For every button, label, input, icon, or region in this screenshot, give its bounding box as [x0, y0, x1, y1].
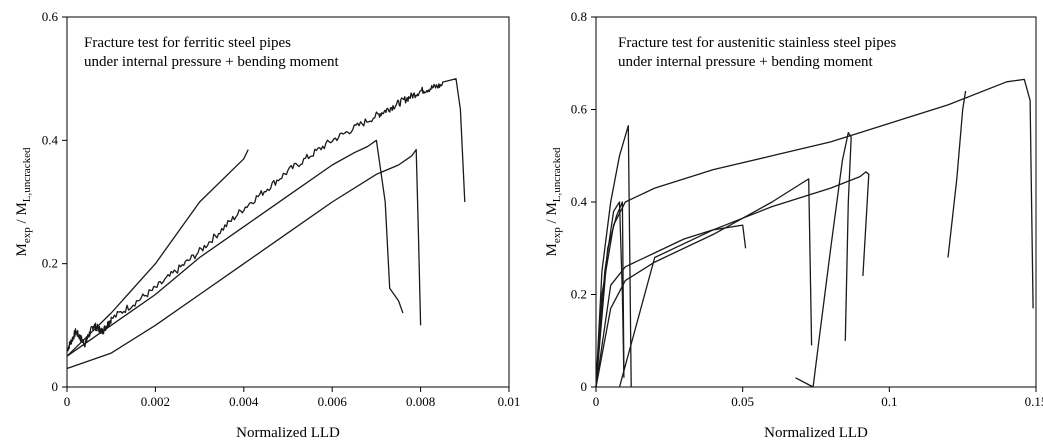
chart-title-line-1: Fracture test for ferritic steel pipes: [84, 35, 291, 51]
x-tick-label: 0.006: [318, 394, 348, 409]
series-line-8: [795, 131, 852, 388]
plot-frame: [595, 16, 1037, 388]
plot-frame: [66, 16, 510, 388]
x-tick-label: 0: [64, 394, 71, 409]
x-tick-label: 0.05: [731, 394, 754, 409]
y-axis-label-sub2: L,uncracked: [21, 147, 33, 202]
series-line-3: [66, 139, 404, 357]
chart-left: 0 0.002 0.004 0.006 0.008 0.01 0 0.2 0.4 0.6 Frac…: [14, 9, 520, 441]
x-axis-label: Normalized LLD: [764, 425, 868, 441]
chart-right: 0 0.05 0.1 0.15 0 0.2 0.4 0.6 0.8 Fracture test …: [544, 9, 1043, 441]
series-line-4: [66, 148, 422, 370]
series-line-2: [595, 78, 1034, 388]
chart-title-line-2: under internal pressure + bending moment: [84, 54, 339, 70]
series-line-7: [618, 171, 870, 388]
y-tick-label: 0.6: [42, 9, 59, 24]
y-axis-label-sub1: exp: [551, 227, 563, 243]
y-axis-label: Mexp / ML,uncracked: [14, 147, 33, 256]
chart-title-line-1: Fracture test for austenitic stainless s…: [618, 35, 896, 51]
x-tick-label: 0: [593, 394, 600, 409]
x-tick-label: 0.008: [406, 394, 435, 409]
series-group: [66, 78, 466, 370]
y-tick-label: 0.4: [42, 132, 59, 147]
x-tick-label: 0.1: [881, 394, 897, 409]
series-line-1: [595, 125, 632, 388]
y-tick-label: 0: [52, 379, 59, 394]
y-axis-label-main: M: [14, 243, 30, 256]
y-tick-label: 0: [581, 379, 588, 394]
y-tick-label: 0.8: [571, 9, 587, 24]
y-axis-label-sub1: exp: [21, 227, 33, 243]
series-line-5: [595, 224, 747, 388]
y-axis-label: Mexp / ML,uncracked: [544, 147, 563, 256]
series-line-4: [595, 201, 625, 388]
ticks-group: 0 0.002 0.004 0.006 0.008 0.01 0 0.2 0.4 0.6: [42, 9, 521, 409]
series-line-1: [66, 149, 249, 357]
y-axis-label-mid: / M: [544, 202, 560, 227]
chart-title-line-2: under internal pressure + bending moment: [618, 54, 873, 70]
series-line-6: [595, 178, 813, 388]
y-tick-label: 0.6: [571, 102, 588, 117]
x-axis-label: Normalized LLD: [236, 425, 340, 441]
y-axis-label-mid: / M: [14, 202, 30, 227]
y-tick-label: 0.2: [571, 287, 587, 302]
y-tick-label: 0.2: [42, 256, 58, 271]
x-tick-label: 0.004: [229, 394, 259, 409]
series-line-9: [947, 90, 967, 258]
x-tick-label: 0.01: [498, 394, 521, 409]
x-tick-label: 0.15: [1025, 394, 1043, 409]
y-axis-label-main: M: [544, 243, 560, 256]
x-tick-label: 0.002: [141, 394, 170, 409]
ticks-group: 0 0.05 0.1 0.15 0 0.2 0.4 0.6 0.8: [571, 9, 1043, 409]
series-line-2: [66, 78, 466, 352]
series-group: [595, 78, 1034, 388]
y-axis-label-sub2: L,uncracked: [551, 147, 563, 202]
series-line-3: [595, 201, 625, 388]
y-tick-label: 0.4: [571, 194, 588, 209]
